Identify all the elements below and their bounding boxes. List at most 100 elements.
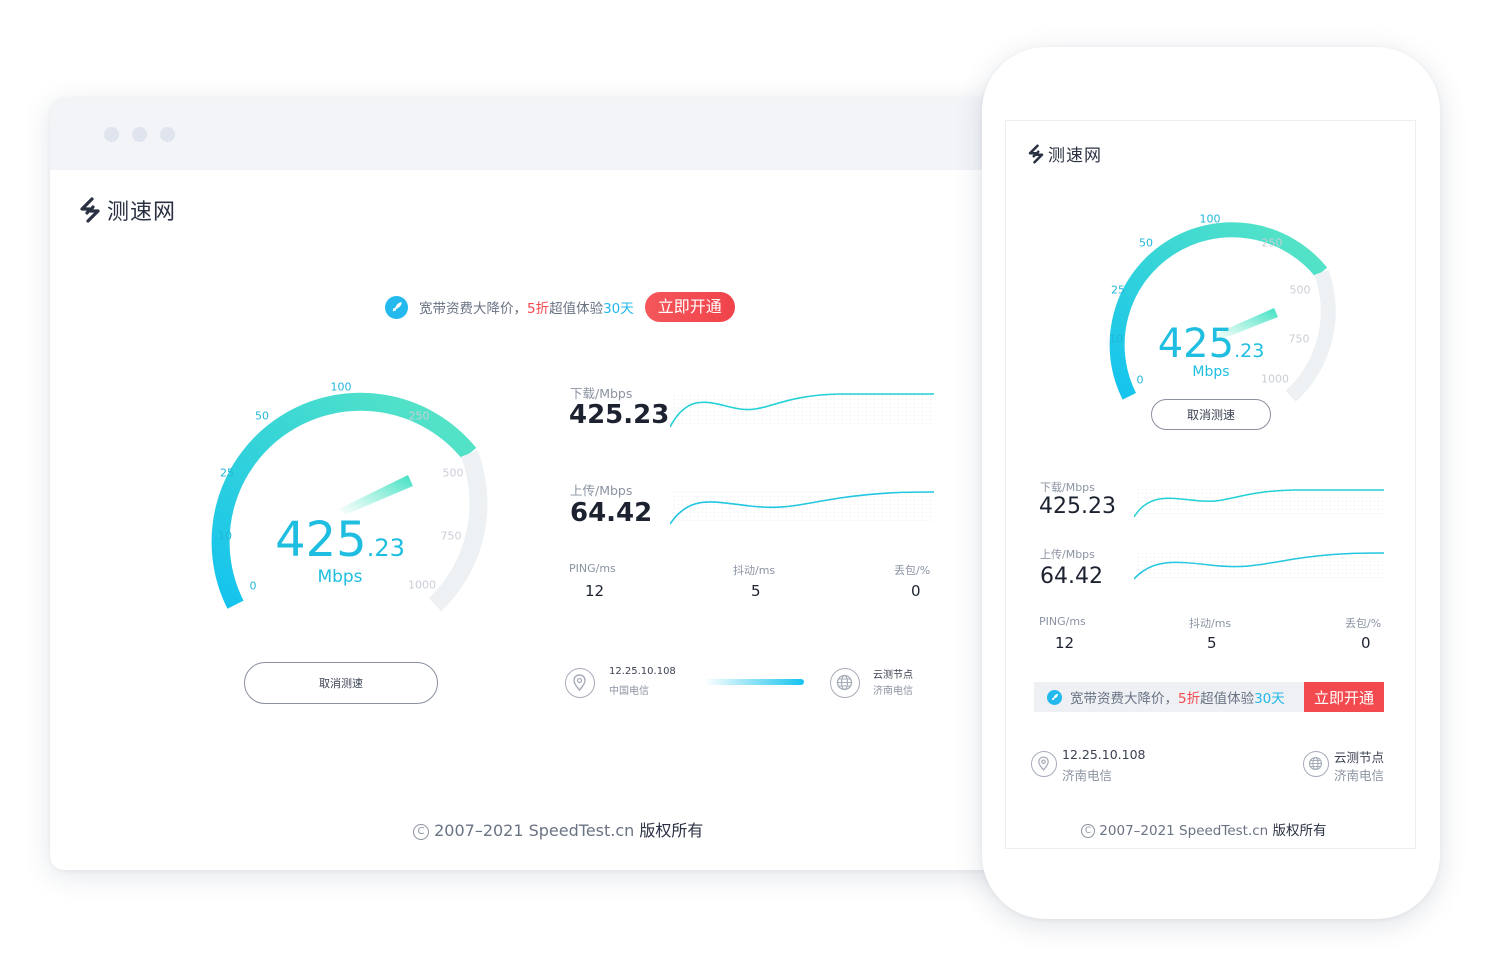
cancel-test-button[interactable]: 取消测速 xyxy=(244,662,438,704)
packet-loss-label: 丢包/% xyxy=(1345,617,1382,630)
mobile-phone-frame: 测速网 0 10 25 50 100 250 500 750 xyxy=(982,47,1440,919)
ping-value: 12 xyxy=(585,582,605,600)
globe-icon xyxy=(1303,751,1329,777)
server-isp: 济南电信 xyxy=(1334,768,1385,783)
brand-name: 测速网 xyxy=(107,200,177,225)
speed-value-int: 425 xyxy=(275,512,367,568)
gauge-tick: 750 xyxy=(440,529,462,543)
gauge-tick: 25 xyxy=(1111,283,1125,297)
gauge-tick: 10 xyxy=(1109,332,1123,346)
upload-label: 上传/Mbps xyxy=(1040,548,1095,561)
download-label: 下载/Mbps xyxy=(570,386,633,401)
promo-text-2: 超值体验 xyxy=(1200,691,1255,707)
jitter-value: 5 xyxy=(751,582,761,600)
gauge-tick: 1000 xyxy=(1261,372,1289,386)
rocket-icon xyxy=(385,295,408,319)
jitter-value: 5 xyxy=(1207,634,1217,652)
promo-banner: 宽带资费大降价， 5折 超值体验 30天 立即开通 xyxy=(1034,682,1384,712)
promo-days: 30天 xyxy=(603,301,634,317)
ping-value: 12 xyxy=(1055,634,1075,652)
brand-logo[interactable]: 测速网 xyxy=(1027,141,1102,166)
footer-text: 2007–2021 SpeedTest.cn xyxy=(1099,823,1269,839)
upload-graph xyxy=(1134,551,1384,581)
gauge-tick: 500 xyxy=(442,466,464,480)
brand-name: 测速网 xyxy=(1048,146,1102,166)
desktop-browser-window: 测速网 宽带资费大降价， 5折 超值体验 30天 立即开通 xyxy=(50,98,1050,870)
promo-discount: 5折 xyxy=(527,301,550,317)
globe-icon xyxy=(830,668,860,698)
copyright-footer: C 2007–2021 SpeedTest.cn 版权所有 xyxy=(1081,819,1327,839)
upload-label: 上传/Mbps xyxy=(570,483,633,498)
window-dot[interactable] xyxy=(132,127,147,142)
client-ip: 12.25.10.108 xyxy=(609,666,676,677)
download-graph xyxy=(1134,487,1384,518)
download-value: 425.23 xyxy=(1039,494,1116,519)
activate-button[interactable]: 立即开通 xyxy=(1304,682,1384,712)
location-pin-icon xyxy=(565,668,595,698)
packet-loss-value: 0 xyxy=(1361,634,1371,652)
copyright-icon: C xyxy=(1081,824,1095,838)
upload-value: 64.42 xyxy=(1040,564,1103,589)
client-isp: 济南电信 xyxy=(1062,768,1113,783)
speed-unit: Mbps xyxy=(317,567,363,587)
server-name: 云测节点 xyxy=(873,670,913,681)
speed-readout: 425 .23 xyxy=(1111,321,1311,367)
download-value: 425.23 xyxy=(569,400,670,430)
packet-loss-label: 丢包/% xyxy=(894,564,931,577)
speed-gauge xyxy=(1109,222,1336,401)
jitter-label: 抖动/ms xyxy=(733,564,776,577)
promo-text-2: 超值体验 xyxy=(549,301,604,317)
client-isp: 中国电信 xyxy=(609,686,649,697)
gauge-tick: 0 xyxy=(249,579,257,593)
speed-unit: Mbps xyxy=(1192,364,1230,380)
client-ip: 12.25.10.108 xyxy=(1062,747,1146,762)
mobile-screen: 测速网 0 10 25 50 100 250 500 750 xyxy=(1005,120,1416,849)
packet-loss-value: 0 xyxy=(911,582,921,600)
download-label: 下载/Mbps xyxy=(1040,481,1095,494)
promo-days: 30天 xyxy=(1254,691,1285,707)
promo-discount: 5折 xyxy=(1178,691,1201,707)
upload-value: 64.42 xyxy=(570,498,653,528)
gauge-tick: 250 xyxy=(408,409,430,423)
speed-value-decimal: .23 xyxy=(1234,340,1265,362)
cancel-test-button[interactable]: 取消测速 xyxy=(1151,399,1271,430)
jitter-label: 抖动/ms xyxy=(1189,617,1232,630)
download-graph xyxy=(670,393,934,428)
logo-icon xyxy=(1028,143,1044,164)
gauge-tick: 250 xyxy=(1261,236,1283,250)
connection-progress-bar xyxy=(704,679,804,685)
footer-rights: 版权所有 xyxy=(639,821,704,840)
speed-gauge xyxy=(190,356,490,616)
server-isp: 济南电信 xyxy=(873,686,913,697)
gauge-tick: 50 xyxy=(255,409,269,423)
gauge-tick: 1000 xyxy=(408,578,436,592)
speed-readout: 425 .23 xyxy=(240,512,440,568)
gauge-tick: 500 xyxy=(1289,283,1311,297)
footer-text: 2007–2021 SpeedTest.cn xyxy=(434,821,635,840)
promo-text: 宽带资费大降价， xyxy=(1070,691,1178,707)
brand-logo[interactable]: 测速网 xyxy=(78,194,176,226)
window-dot[interactable] xyxy=(160,127,175,142)
upload-graph xyxy=(670,490,934,525)
window-dot[interactable] xyxy=(104,127,119,142)
gauge-tick: 25 xyxy=(220,466,234,480)
gauge-tick: 100 xyxy=(1199,212,1221,226)
logo-icon xyxy=(80,197,100,223)
rocket-icon xyxy=(1047,689,1062,705)
server-name: 云测节点 xyxy=(1334,750,1385,765)
copyright-footer: C 2007–2021 SpeedTest.cn 版权所有 xyxy=(413,817,703,841)
gauge-tick: 0 xyxy=(1136,373,1144,387)
footer-rights: 版权所有 xyxy=(1272,823,1327,839)
ping-label: PING/ms xyxy=(1039,615,1086,628)
gauge-tick: 750 xyxy=(1288,332,1310,346)
ping-label: PING/ms xyxy=(569,562,616,575)
copyright-icon: C xyxy=(413,823,429,840)
speed-value-decimal: .23 xyxy=(366,534,405,562)
location-pin-icon xyxy=(1031,751,1057,777)
gauge-tick: 10 xyxy=(218,529,232,543)
gauge-tick: 50 xyxy=(1139,236,1153,250)
speed-value-int: 425 xyxy=(1157,321,1235,367)
activate-button[interactable]: 立即开通 xyxy=(644,292,735,322)
promo-banner: 宽带资费大降价， 5折 超值体验 30天 立即开通 xyxy=(385,292,735,322)
gauge-tick: 100 xyxy=(330,380,352,394)
